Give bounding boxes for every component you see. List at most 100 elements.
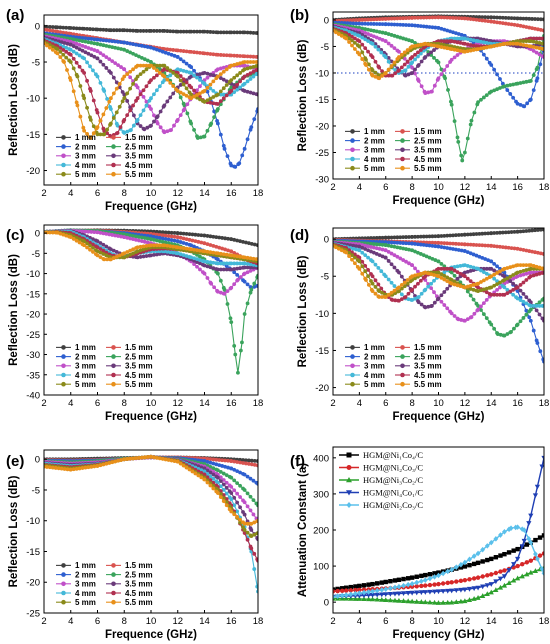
data-point [62, 467, 67, 471]
x-tick-label: 8 [409, 398, 414, 409]
data-point [214, 235, 219, 240]
data-point [88, 89, 93, 93]
data-point [245, 66, 250, 71]
data-point [195, 72, 199, 77]
data-point [531, 264, 536, 268]
data-point [536, 228, 540, 232]
data-point [445, 286, 450, 291]
data-point [436, 570, 441, 575]
data-point [413, 234, 417, 239]
data-point [439, 272, 444, 277]
data-point [192, 256, 196, 261]
data-point [138, 124, 143, 128]
data-point [405, 278, 410, 282]
data-point [471, 48, 476, 52]
data-point [145, 240, 150, 245]
data-point [515, 23, 520, 28]
data-point [104, 253, 109, 258]
data-point [215, 271, 220, 276]
y-tick-label: -15 [26, 130, 40, 141]
data-point [371, 236, 376, 240]
data-point [436, 76, 441, 81]
data-point [521, 16, 526, 21]
data-point [531, 88, 536, 93]
y-tick-label: -15 [315, 95, 329, 106]
data-point [518, 23, 523, 28]
data-point [343, 588, 349, 593]
y-axis-label: Reflection Loss (dB) [8, 44, 20, 156]
data-point [140, 235, 144, 240]
data-point [238, 483, 242, 488]
data-point [538, 28, 543, 32]
x-tick-label: 4 [68, 188, 73, 199]
data-point [451, 247, 455, 251]
data-point [363, 21, 368, 26]
data-point [154, 229, 159, 234]
data-point [78, 114, 83, 119]
data-point [141, 254, 146, 259]
data-point [65, 68, 69, 72]
data-point [424, 234, 429, 239]
data-point [152, 119, 156, 124]
panel-label: (c) [6, 227, 24, 244]
data-point [462, 49, 467, 54]
data-point [187, 467, 192, 472]
data-point [410, 235, 415, 239]
data-point [410, 248, 415, 253]
y-tick-label: 300 [313, 489, 329, 500]
data-point [122, 251, 127, 256]
data-point [371, 17, 376, 22]
data-point [245, 255, 250, 260]
data-point [117, 104, 122, 109]
data-point [131, 251, 135, 256]
legend-label: 2 mm [75, 352, 96, 361]
data-point [423, 55, 428, 59]
data-point [336, 246, 341, 251]
data-point [245, 491, 250, 496]
data-point [168, 29, 173, 34]
data-point [489, 572, 494, 577]
data-point [152, 46, 156, 51]
data-point [199, 468, 204, 473]
data-point [392, 584, 398, 591]
data-point [166, 458, 171, 462]
data-point [218, 30, 223, 35]
data-point [238, 505, 242, 510]
data-point [65, 39, 70, 43]
data-point [383, 31, 388, 36]
data-point [351, 243, 356, 248]
data-point [518, 269, 523, 274]
data-point [413, 15, 417, 20]
data-point [486, 243, 490, 248]
data-point [166, 234, 171, 238]
data-point [98, 250, 103, 255]
legend-item: 3 mm [56, 580, 96, 589]
data-point [45, 28, 49, 32]
series-1 [333, 228, 544, 242]
data-point [110, 460, 115, 465]
data-point [241, 461, 245, 465]
data-point [208, 234, 213, 239]
data-point [418, 15, 423, 20]
data-point [181, 77, 186, 82]
data-point [152, 75, 156, 80]
data-point [202, 469, 207, 474]
data-point [389, 43, 394, 48]
data-point [251, 74, 256, 79]
legend-item: 2 mm [345, 136, 385, 145]
x-tick-label: 12 [172, 188, 183, 199]
legend-marker [111, 135, 116, 140]
data-point [481, 270, 486, 274]
data-point [114, 86, 119, 91]
data-point [410, 65, 415, 70]
data-point [252, 281, 257, 286]
data-point [221, 252, 226, 257]
data-point [101, 248, 106, 253]
data-point [518, 102, 523, 107]
data-point [171, 91, 176, 96]
data-point [432, 571, 437, 576]
data-point [495, 292, 499, 297]
data-point [483, 257, 488, 261]
data-point [423, 583, 428, 588]
